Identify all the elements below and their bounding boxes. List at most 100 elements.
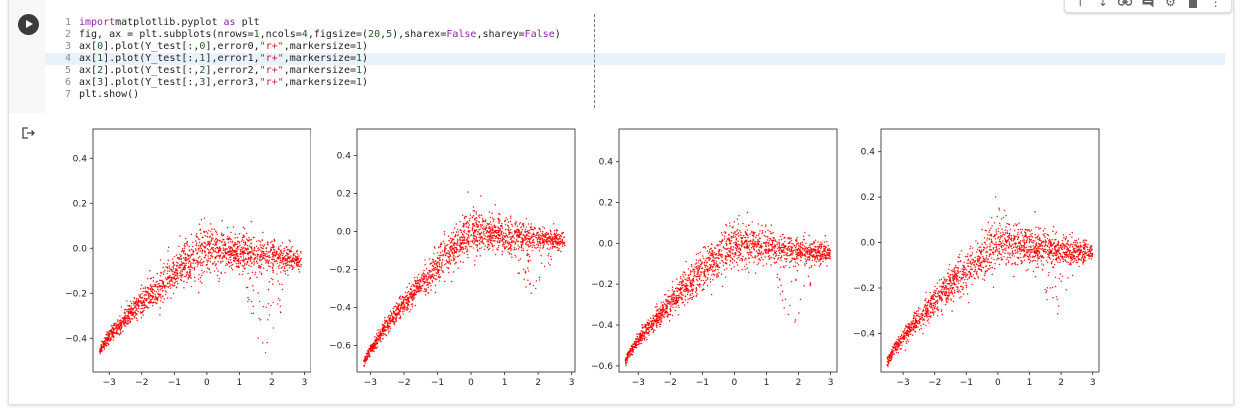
code-line[interactable]: 2 fig, ax = plt.subplots(nrows=1,ncols=4,… (45, 29, 1225, 41)
data-points (886, 196, 1094, 368)
code-cell[interactable]: 1 importmatplotlib.pyplot as plt 2 fig, ax … (8, 0, 1234, 405)
code-token: plt.show() (79, 89, 140, 100)
code-token: ].plot(Y_test[:, (103, 53, 200, 64)
more-icon[interactable]: ⋮ (1209, 0, 1222, 9)
run-cell-button[interactable] (18, 14, 39, 35)
code-line[interactable]: 7 plt.show() (45, 89, 1225, 101)
scatter-plot-0: −3 −2 −1 0 1 2 3 −0.4 −0.2 0.0 0.2 0.4 (65, 128, 311, 388)
comment-icon[interactable] (1141, 0, 1155, 9)
y-tick-label: 0.0 (861, 239, 876, 249)
x-tick-label: 1 (237, 378, 243, 388)
x-tick-label: 0 (468, 378, 474, 388)
code-token: 2 (97, 65, 104, 76)
x-tick-label: −2 (397, 378, 410, 388)
scatter-plot-2: −3 −2 −1 0 1 2 3 −0.6 −0.4 −0.2 0.0 0.2 0.4 (591, 128, 838, 388)
code-token: "r+" (259, 77, 284, 88)
scatter-markers (363, 191, 566, 367)
y-tick-label: −0.6 (591, 362, 613, 372)
y-tick-label: 0.4 (73, 154, 88, 164)
x-tick-label: 0 (732, 378, 738, 388)
y-tick-label: −0.4 (329, 303, 351, 313)
cell-toolbar: ↑ ↓ ⚙ ⋮ (1064, 0, 1232, 13)
x-tick-label: −1 (431, 378, 444, 388)
link-icon[interactable] (1118, 0, 1133, 9)
code-token: ) (554, 29, 561, 40)
x-tick-label: 3 (1090, 378, 1096, 388)
code-token: ),sharex= (392, 29, 447, 40)
code-token: ) (362, 77, 369, 88)
x-tick-label: 0 (204, 378, 210, 388)
y-tick-label: 0.0 (337, 228, 352, 238)
code-token: "r+" (259, 53, 284, 64)
line-number: 5 (64, 65, 71, 76)
code-token: ],error0, (205, 41, 260, 52)
code-token: 20 (368, 29, 381, 40)
code-token: 1 (199, 53, 206, 64)
x-tick-label: −3 (896, 378, 909, 388)
line-number: 7 (64, 89, 71, 100)
x-tick-label: 2 (269, 378, 275, 388)
y-tick-label: −0.2 (591, 280, 613, 290)
code-token: ax[ (79, 53, 98, 64)
x-tick-label: 3 (302, 378, 308, 388)
code-token: "r+" (259, 65, 284, 76)
y-tick-label: −0.2 (329, 265, 351, 275)
code-editor[interactable]: 1 importmatplotlib.pyplot as plt 2 fig, ax … (45, 0, 1233, 113)
code-token: 2 (199, 65, 206, 76)
line-number: 6 (64, 77, 71, 88)
code-token: ax[ (79, 41, 98, 52)
code-line[interactable]: 1 importmatplotlib.pyplot as plt (45, 17, 1225, 29)
y-tick-label: −0.6 (329, 341, 351, 351)
code-token: 1 (355, 53, 363, 64)
y-tick-label: 0.4 (861, 148, 876, 158)
code-token: 5 (386, 29, 393, 40)
trash-icon[interactable] (1186, 0, 1200, 9)
code-token: ].plot(Y_test[:, (103, 65, 200, 76)
x-tick-label: 2 (1058, 378, 1064, 388)
code-line[interactable]: 4 ax[1].plot(Y_test[:,1],error1,"r+",mark… (45, 53, 1225, 65)
code-token: 3 (97, 77, 104, 88)
code-lines[interactable]: 1 importmatplotlib.pyplot as plt 2 fig, ax … (45, 17, 1225, 101)
code-token: ) (362, 53, 369, 64)
code-token: matplotlib.pyplot (115, 17, 224, 28)
y-tick-label: 0.2 (599, 199, 613, 209)
y-tick-label: −0.2 (65, 289, 87, 299)
line-number: 2 (64, 29, 71, 40)
line-number: 3 (64, 41, 71, 52)
x-tick-label: −2 (135, 378, 148, 388)
code-token: 0 (97, 41, 104, 52)
code-token: fig, ax = plt.subplots(nrows= (79, 29, 254, 40)
code-line[interactable]: 3 ax[0].plot(Y_test[:,0],error0,"r+",mark… (45, 41, 1225, 53)
code-token: 4 (301, 29, 308, 40)
arrow-up-icon[interactable]: ↑ (1075, 0, 1086, 9)
code-token: ax[ (79, 65, 98, 76)
axes-frame (618, 128, 838, 373)
y-tick-label: 0.0 (73, 244, 88, 254)
code-token: 3 (199, 77, 206, 88)
y-tick-label: −0.2 (853, 284, 875, 294)
code-token: ,sharey= (476, 29, 525, 40)
code-token: "r+" (259, 41, 284, 52)
y-tick-label: 0.2 (337, 190, 351, 200)
line-length-ruler (594, 14, 595, 108)
gear-icon[interactable]: ⚙ (1165, 0, 1176, 9)
code-token: , (380, 29, 387, 40)
code-line[interactable]: 5 ax[2].plot(Y_test[:,2],error2,"r+",mark… (45, 65, 1225, 77)
scatter-plot-3: −3 −2 −1 0 1 2 3 −0.4 −0.2 0.0 0.2 0.4 (853, 128, 1100, 388)
code-line[interactable]: 6 ax[3].plot(Y_test[:,3],error3,"r+",mark… (45, 77, 1225, 89)
code-token: 1 (355, 77, 363, 88)
code-token: as (223, 17, 236, 28)
arrow-down-icon[interactable]: ↓ (1097, 0, 1108, 9)
code-token: ],error2, (205, 65, 260, 76)
y-tick-label: 0.0 (599, 239, 614, 249)
y-tick-label: 0.2 (861, 193, 875, 203)
x-tick-label: −1 (168, 378, 181, 388)
scatter-plot-1: −3 −2 −1 0 1 2 3 −0.6 −0.4 −0.2 0.0 0.2 0.4 (329, 128, 576, 388)
code-token: ax[ (79, 77, 98, 88)
y-tick-label: −0.4 (65, 334, 87, 344)
code-token: ,ncols= (259, 29, 302, 40)
x-tick-label: 2 (535, 378, 541, 388)
code-token: plt (235, 17, 260, 28)
output-arrow-icon[interactable] (22, 124, 36, 139)
x-tick-label: 1 (502, 378, 508, 388)
